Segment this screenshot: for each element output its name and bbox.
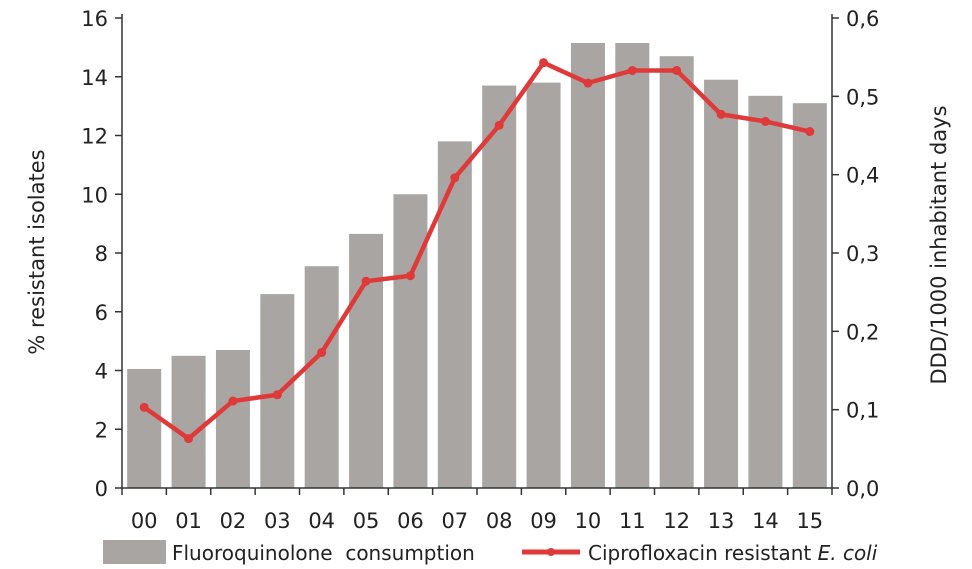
y-tick-label-2: 2 [95, 418, 108, 442]
bar-13 [704, 79, 739, 488]
line-series [139, 58, 815, 444]
legend-line-label: Ciprofloxacin resistant E. coli [588, 541, 878, 565]
y-tick-label-4: 4 [95, 360, 108, 384]
line-point-02 [228, 396, 238, 406]
y2-tick-label-0,4: 0,4 [846, 164, 879, 188]
x-tick-label-09: 09 [530, 509, 557, 533]
line-point-04 [317, 347, 327, 357]
line-point-11 [627, 65, 637, 75]
y-tick-label-0: 0 [95, 477, 108, 501]
y2-axis-title: DDD/1000 inhabitant days [927, 105, 951, 384]
line-point-10 [583, 78, 593, 88]
legend-line-marker [547, 548, 555, 556]
line-point-09 [539, 58, 549, 68]
line-point-14 [760, 116, 770, 126]
x-tick-label-08: 08 [486, 509, 513, 533]
bar-10 [570, 42, 605, 488]
x-tick-label-06: 06 [397, 509, 424, 533]
y-tick-label-16: 16 [81, 7, 108, 31]
line-point-08 [494, 120, 504, 130]
bar-05 [349, 233, 384, 488]
x-tick-label-00: 00 [131, 509, 158, 533]
x-tick-label-12: 12 [663, 509, 690, 533]
y-axis-title: % resistant isolates [25, 149, 49, 354]
x-tick-label-07: 07 [441, 509, 468, 533]
y-tick-label-6: 6 [95, 301, 108, 325]
y2-tick-label-0,0: 0,0 [846, 477, 879, 501]
y2-tick-label-0,3: 0,3 [846, 242, 879, 266]
bar-14 [748, 95, 783, 488]
y-tick-label-8: 8 [95, 242, 108, 266]
bar-08 [482, 85, 517, 488]
bar-02 [215, 349, 250, 488]
bar-12 [659, 56, 694, 488]
y-tick-label-10: 10 [81, 183, 108, 207]
line-point-06 [405, 271, 415, 281]
x-tick-label-02: 02 [220, 509, 247, 533]
bar-series [127, 42, 827, 488]
line-path [141, 60, 813, 441]
line-point-13 [716, 109, 726, 119]
x-tick-label-04: 04 [308, 509, 335, 533]
bar-04 [304, 266, 339, 488]
axes [115, 14, 839, 495]
line-point-15 [805, 127, 815, 137]
bar-15 [792, 103, 827, 488]
x-tick-label-05: 05 [353, 509, 380, 533]
y-tick-label-14: 14 [81, 66, 108, 90]
line-point-12 [672, 65, 682, 75]
line-point-03 [272, 390, 282, 400]
x-tick-label-14: 14 [752, 509, 779, 533]
y2-tick-label-0,6: 0,6 [846, 7, 879, 31]
y-tick-label-12: 12 [81, 125, 108, 149]
legend-bar-label: Fluoroquinolone consumption [172, 541, 475, 565]
bar-01 [171, 355, 206, 488]
y2-tick-label-0,2: 0,2 [846, 320, 879, 344]
y2-tick-label-0,5: 0,5 [846, 85, 879, 109]
x-tick-label-13: 13 [708, 509, 735, 533]
x-tick-label-15: 15 [796, 509, 823, 533]
line-point-01 [184, 434, 194, 444]
legend-bar-swatch [103, 540, 166, 564]
bar-06 [393, 194, 428, 488]
x-tick-label-11: 11 [619, 509, 646, 533]
bar-09 [526, 82, 561, 488]
bar-07 [437, 141, 472, 488]
line-point-05 [361, 276, 371, 286]
line-point-07 [450, 173, 460, 183]
x-tick-label-01: 01 [175, 509, 202, 533]
x-tick-label-03: 03 [264, 509, 291, 533]
x-tick-label-10: 10 [575, 509, 602, 533]
bar-00 [127, 369, 162, 488]
legend-line-label-italic: E. coli [818, 541, 878, 565]
y2-tick-label-0,1: 0,1 [846, 399, 879, 423]
legend: Fluoroquinolone consumption Ciprofloxaci… [103, 540, 878, 565]
bar-11 [615, 42, 650, 488]
line-point-00 [139, 402, 149, 412]
legend-line-label-main: Ciprofloxacin resistant [588, 541, 818, 565]
